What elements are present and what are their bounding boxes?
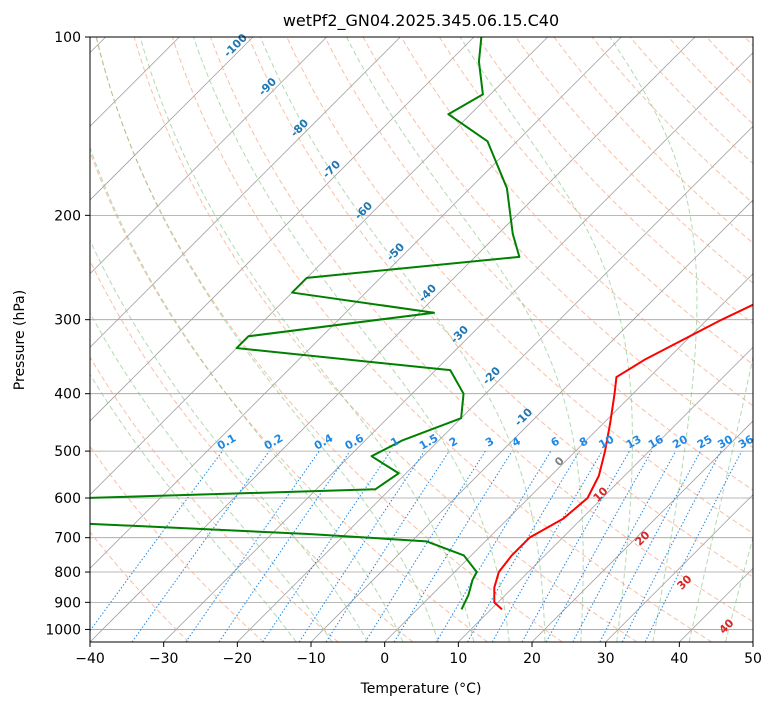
x-tick-label: −10 — [296, 651, 326, 667]
mixing-ratio-label: 16 — [646, 432, 666, 451]
moist-adiabat-label: -80 — [288, 116, 311, 139]
isotherm-line — [16, 37, 621, 642]
y-tick-label: 800 — [54, 565, 81, 581]
moist-adiabat-label: -100 — [221, 31, 250, 60]
moist-adiabat-label: -90 — [256, 75, 279, 98]
moist-adiabat-label: -60 — [352, 199, 375, 222]
moist-adiabat-line — [28, 37, 367, 642]
isotherm-line — [237, 37, 775, 642]
mixing-ratio-label: 13 — [624, 433, 644, 452]
isotherm-line — [532, 37, 775, 642]
dewpoint-profile-line — [62, 37, 519, 609]
moist-adiabat-line — [60, 37, 403, 642]
chart-title: wetPf2_GN04.2025.345.06.15.C40 — [283, 11, 559, 31]
y-tick-label: 400 — [54, 387, 81, 403]
mixing-ratio-label: 25 — [695, 433, 715, 452]
isotherm-line — [0, 37, 474, 642]
x-tick-label: 10 — [449, 651, 467, 667]
isotherm-line — [679, 37, 775, 642]
mixing-ratio-label: 0.4 — [312, 431, 336, 452]
moist-adiabat-label: -70 — [320, 158, 343, 181]
mixing-ratio-line — [546, 451, 651, 642]
mixing-ratio-line — [622, 451, 721, 642]
mixing-ratio-label: 1.5 — [417, 432, 440, 453]
mixing-ratio-line — [522, 451, 629, 642]
mixing-ratio-label: 0.2 — [262, 432, 285, 453]
dry-adiabat-line — [745, 37, 775, 642]
dry-adiabat-line — [363, 37, 775, 642]
dry-adiabat-line — [134, 37, 637, 642]
dry-adiabat-line — [20, 37, 413, 642]
mixing-ratio-line — [82, 451, 223, 642]
y-tick-label: 600 — [54, 491, 81, 507]
mixing-ratio-line — [132, 451, 269, 642]
moist-adiabat-line — [689, 37, 775, 642]
y-tick-label: 100 — [54, 30, 81, 46]
dry-adiabat-line — [554, 37, 775, 642]
x-tick-label: 40 — [670, 651, 688, 667]
moist-adiabat-line — [347, 37, 584, 642]
mixing-ratio-line — [299, 451, 424, 642]
x-tick-label: −30 — [149, 651, 179, 667]
x-tick-label: 50 — [744, 651, 762, 667]
mixing-ratio-line — [600, 451, 701, 642]
moist-adiabat-label: -30 — [448, 323, 471, 346]
isotherm-line — [0, 37, 400, 642]
dry-adiabat-line — [707, 37, 775, 642]
dry-adiabat-line — [0, 37, 189, 642]
dry-adiabat-line — [172, 37, 711, 642]
isotherm-line — [0, 37, 548, 642]
mixing-ratio-label: 3 — [483, 435, 496, 450]
mixing-ratio-label: 20 — [670, 432, 690, 451]
mixing-ratio-line — [219, 451, 350, 642]
y-tick-label: 300 — [54, 313, 81, 329]
plot-frame — [90, 37, 753, 642]
mixing-ratio-label: 30 — [715, 432, 735, 451]
dry-adiabat-line — [0, 37, 264, 642]
x-tick-label: 20 — [523, 651, 541, 667]
x-tick-label: −20 — [223, 651, 253, 667]
mixing-ratio-line — [573, 451, 676, 642]
moist-adiabat-label: -50 — [384, 240, 407, 263]
isotherm-line — [0, 37, 253, 642]
x-tick-label: −40 — [75, 651, 105, 667]
y-tick-label: 700 — [54, 531, 81, 547]
dry-adiabat-label: 40 — [717, 616, 737, 636]
y-tick-label: 500 — [54, 444, 81, 460]
x-axis-label: Temperature (°C) — [360, 681, 482, 697]
mixing-ratio-line — [645, 451, 742, 642]
moist-adiabat-label: -10 — [512, 405, 535, 428]
x-tick-label: 0 — [380, 651, 389, 667]
mixing-ratio-label: 0.1 — [215, 432, 238, 453]
isotherm-line — [0, 37, 327, 642]
dry-adiabat-line — [516, 37, 775, 642]
x-tick-label: 30 — [597, 651, 615, 667]
moist-adiabat-line — [460, 37, 632, 642]
grid-layer — [0, 37, 775, 642]
mixing-ratio-label: 6 — [549, 434, 562, 449]
isotherm-line — [90, 37, 695, 642]
y-tick-label: 900 — [54, 595, 81, 611]
moist-adiabat-line — [726, 37, 775, 642]
mixing-ratio-label: 0.6 — [343, 431, 367, 452]
mixing-ratio-line — [263, 451, 391, 642]
mixing-ratio-label: 2 — [447, 435, 460, 450]
mixing-ratio-line — [394, 451, 512, 642]
dry-adiabat-line — [0, 37, 338, 642]
moist-adiabat-label: -40 — [416, 281, 439, 304]
y-axis-label: Pressure (hPa) — [12, 290, 28, 390]
mixing-ratio-label: 10 — [597, 432, 617, 451]
isotherm-line — [606, 37, 775, 642]
isotherm-line — [311, 37, 775, 642]
dry-adiabat-line — [58, 37, 488, 642]
y-tick-label: 200 — [54, 208, 81, 224]
isotherm-line — [385, 37, 775, 642]
isotherm-line — [458, 37, 775, 642]
y-tick-label: 1000 — [45, 622, 81, 638]
isotherm-line — [753, 37, 775, 642]
